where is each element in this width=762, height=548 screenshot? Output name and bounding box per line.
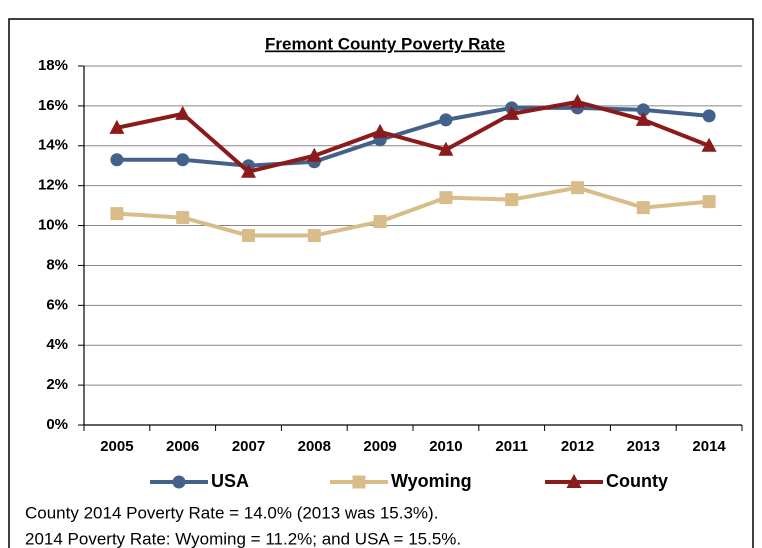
data-point <box>635 111 651 126</box>
x-tick-label: 2005 <box>100 438 133 455</box>
legend-marker <box>352 475 366 489</box>
data-point <box>307 229 321 243</box>
note: 2014 Poverty Rate: Wyoming = 11.2%; and … <box>25 529 461 548</box>
y-tick-label: 2% <box>46 376 68 393</box>
x-tick-label: 2012 <box>561 438 594 455</box>
legend-marker <box>172 475 186 489</box>
x-tick-label: 2011 <box>495 438 528 455</box>
data-point <box>175 105 191 120</box>
data-point <box>373 215 387 229</box>
data-point <box>110 153 124 167</box>
legend-marker <box>566 474 582 488</box>
data-point <box>176 153 190 167</box>
chart-title: Fremont County Poverty Rate <box>265 34 505 53</box>
data-point <box>241 163 256 178</box>
y-tick-label: 4% <box>46 336 68 353</box>
y-tick-label: 8% <box>46 256 68 273</box>
data-point <box>570 93 585 108</box>
data-point <box>636 103 650 117</box>
data-point <box>242 229 255 243</box>
y-tick-label: 0% <box>46 416 68 433</box>
y-tick-label: 12% <box>38 177 68 194</box>
chart-frame <box>8 18 754 548</box>
data-point <box>571 181 584 195</box>
series-line <box>116 99 710 174</box>
data-point <box>439 191 453 205</box>
data-point <box>372 123 388 138</box>
legend-label: County <box>606 471 668 491</box>
data-point <box>110 207 124 221</box>
x-tick-label: 2008 <box>298 438 331 455</box>
data-point <box>504 105 520 120</box>
y-tick-label: 10% <box>38 217 68 234</box>
y-tick-label: 18% <box>38 57 68 74</box>
data-point <box>702 109 716 123</box>
legend-label: Wyoming <box>391 471 472 491</box>
y-tick-label: 14% <box>38 137 68 154</box>
data-point <box>109 119 125 134</box>
x-tick-label: 2010 <box>429 438 462 455</box>
x-tick-label: 2007 <box>232 438 265 455</box>
x-tick-label: 2013 <box>627 438 660 455</box>
note: County 2014 Poverty Rate = 14.0% (2013 w… <box>25 503 438 522</box>
data-point <box>505 193 519 207</box>
x-tick-label: 2009 <box>363 438 396 455</box>
data-point <box>438 141 454 156</box>
y-tick-label: 6% <box>46 296 68 313</box>
data-point <box>306 147 322 162</box>
data-point <box>176 211 190 225</box>
x-tick-label: 2014 <box>692 438 726 455</box>
data-point <box>636 201 650 215</box>
data-point <box>702 195 716 209</box>
legend-label: USA <box>211 471 249 491</box>
x-tick-label: 2006 <box>166 438 199 455</box>
data-point <box>701 137 717 152</box>
series-line <box>116 185 710 238</box>
y-tick-label: 16% <box>38 97 68 114</box>
data-point <box>439 113 453 127</box>
